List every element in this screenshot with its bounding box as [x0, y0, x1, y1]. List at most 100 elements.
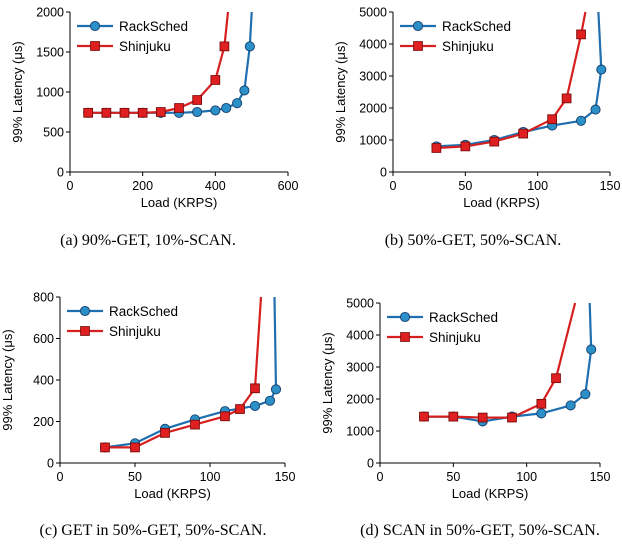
racksched-point [580, 389, 591, 400]
legend-marker-shinjuku [400, 332, 410, 342]
shinjuku-point [576, 29, 586, 40]
x-tick-label: 100 [200, 470, 221, 484]
shinjuku-point [160, 428, 170, 438]
legend-label: Shinjuku [119, 39, 171, 54]
x-axis-label: Load (KRPS) [463, 195, 540, 210]
y-tick-label: 3000 [359, 70, 387, 84]
shinjuku-point [137, 107, 148, 118]
y-tick-label: 500 [43, 126, 64, 140]
shinjuku-point [250, 383, 260, 394]
racksched-point [576, 115, 587, 126]
legend-marker-shinjuku [90, 41, 100, 51]
shinjuku-point [489, 136, 500, 147]
plot-area [83, 11, 255, 118]
x-axis-label: Load (KRPS) [134, 486, 211, 501]
legend-marker-racksched [79, 305, 91, 317]
shinjuku-point [561, 93, 572, 104]
figure-caption: (c) GET in 50%-GET, 50%-SCAN. [40, 522, 267, 539]
chart-panel-3: 0 200 400 600 800 0 50 100 150 Load (KRPS) 99% Lat… [0, 291, 295, 540]
y-tick-label: 3000 [346, 361, 374, 375]
x-axis-label: Load (KRPS) [452, 486, 529, 501]
series-line-shinjuku [88, 11, 230, 114]
y-tick-label: 200 [33, 415, 54, 429]
plot-area [431, 11, 607, 153]
legend-marker-racksched [412, 20, 424, 32]
shinjuku-point [83, 107, 94, 118]
racksched-point [210, 105, 221, 116]
chart-panel-4: 0 1000 2000 3000 4000 5000 0 50 100 150 Load (KRPS… [320, 297, 610, 540]
y-tick-label: 1000 [346, 425, 374, 439]
legend-marker-racksched [399, 311, 411, 323]
legend-marker-shinjuku [413, 41, 423, 51]
shinjuku-point [192, 95, 203, 105]
shinjuku-point [551, 373, 561, 384]
shinjuku-point [190, 419, 200, 430]
x-tick-label: 50 [458, 179, 472, 193]
legend-label: Shinjuku [109, 324, 161, 339]
y-tick-label: 0 [57, 166, 64, 180]
chart-panel-2: 0 1000 2000 3000 4000 5000 0 50 100 150 Load (KRPS… [333, 6, 620, 250]
plot-area [99, 296, 282, 453]
shinjuku-point [210, 75, 221, 85]
shinjuku-point [119, 107, 130, 118]
x-tick-label: 50 [446, 470, 460, 484]
figure-caption: (d) SCAN in 50%-GET, 50%-SCAN. [360, 522, 600, 539]
shinjuku-point [477, 412, 488, 423]
shinjuku-point [507, 412, 517, 423]
shinjuku-point [100, 442, 110, 453]
y-axis-label: 99% Latency (μs) [0, 329, 15, 430]
shinjuku-point [419, 411, 429, 422]
y-tick-label: 1000 [36, 86, 64, 100]
shinjuku-point [448, 411, 459, 422]
racksched-point [590, 104, 601, 115]
y-tick-label: 5000 [359, 6, 387, 20]
y-tick-label: 4000 [346, 329, 374, 343]
x-axis-label: Load (KRPS) [141, 195, 218, 210]
x-tick-label: 0 [67, 179, 74, 193]
legend-label: RackSched [119, 19, 188, 34]
shinjuku-point [547, 114, 557, 125]
racksched-point [192, 106, 203, 118]
chart-panel-1: 0 500 1000 1500 2000 0 200 400 600 Load (KRPS) 99%… [10, 6, 298, 250]
shinjuku-point [518, 128, 529, 139]
x-tick-label: 600 [278, 179, 299, 193]
x-tick-label: 0 [390, 179, 397, 193]
shinjuku-point [130, 442, 140, 453]
shinjuku-point [101, 107, 112, 118]
y-tick-label: 800 [33, 291, 54, 305]
y-tick-label: 0 [380, 166, 387, 180]
x-tick-label: 150 [590, 470, 611, 484]
x-tick-label: 150 [600, 179, 621, 193]
racksched-point [221, 102, 232, 114]
legend-marker-shinjuku [80, 326, 90, 336]
legend-label: RackSched [429, 310, 498, 325]
racksched-point [239, 85, 250, 96]
racksched-point [270, 384, 282, 395]
shinjuku-point [460, 141, 471, 152]
racksched-point [565, 400, 576, 411]
y-tick-label: 1000 [359, 134, 387, 148]
x-tick-label: 0 [57, 470, 64, 484]
legend-label: Shinjuku [429, 330, 481, 345]
y-tick-label: 5000 [346, 297, 374, 311]
racksched-point [264, 395, 276, 406]
shinjuku-point [220, 411, 230, 422]
x-tick-label: 100 [516, 470, 537, 484]
y-tick-label: 1500 [36, 46, 64, 60]
x-tick-label: 150 [275, 470, 296, 484]
x-tick-label: 0 [377, 470, 384, 484]
shinjuku-point [235, 404, 245, 414]
shinjuku-point [219, 41, 230, 52]
racksched-point [586, 344, 597, 355]
shinjuku-point [536, 398, 547, 409]
y-tick-label: 2000 [346, 393, 374, 407]
y-tick-label: 400 [33, 374, 54, 388]
shinjuku-point [431, 143, 442, 153]
y-tick-label: 2000 [36, 6, 64, 20]
figure-caption: (b) 50%-GET, 50%-SCAN. [385, 232, 562, 249]
shinjuku-point [155, 107, 166, 117]
legend-marker-racksched [89, 20, 101, 32]
y-tick-label: 600 [33, 332, 54, 346]
shinjuku-point [174, 103, 184, 113]
